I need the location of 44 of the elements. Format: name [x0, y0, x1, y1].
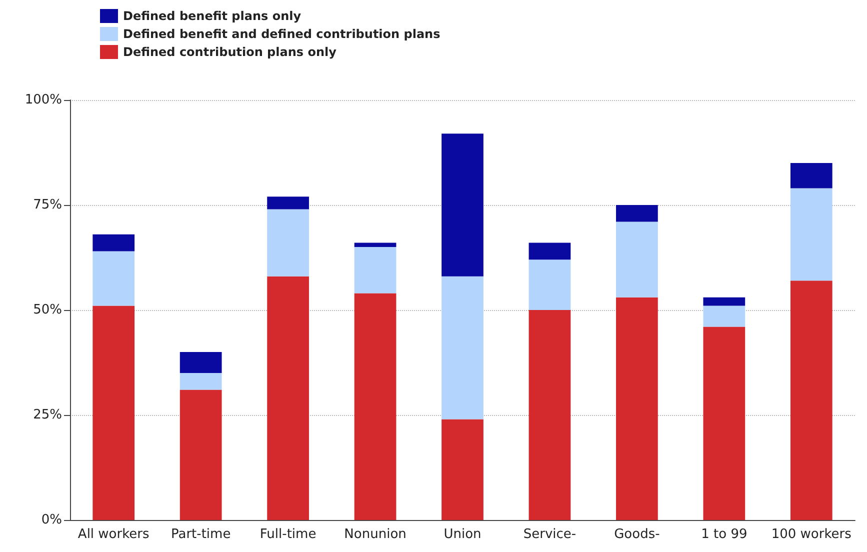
y-tick-label: 50%: [33, 302, 62, 318]
bar: [92, 306, 135, 520]
legend-label: Defined benefit and defined contribution plans: [123, 27, 440, 41]
bar: [790, 163, 832, 188]
bar: [92, 234, 135, 252]
bar: [180, 352, 222, 373]
x-tick-label: Union: [444, 527, 482, 542]
x-tick-label: Part-time: [170, 527, 231, 542]
x-tick-label: Full-time: [260, 527, 316, 542]
x-tick-label: 1 to 99: [701, 527, 748, 542]
y-tick-label: 100%: [24, 92, 62, 108]
x-tick-label: Service-: [523, 527, 576, 542]
bar: [442, 419, 484, 520]
bar: [790, 280, 832, 520]
bar: [616, 205, 658, 222]
bar: [267, 276, 309, 520]
bar: [616, 222, 658, 298]
x-tick-label: 100 workers: [771, 527, 852, 542]
bar: [703, 326, 746, 520]
legend-label: Defined benefit plans only: [123, 9, 302, 23]
legend-label: Defined contribution plans only: [123, 45, 337, 59]
bar: [703, 306, 746, 327]
y-tick-label: 75%: [33, 198, 62, 212]
bar: [442, 134, 484, 276]
bar: [180, 390, 222, 520]
bar: [703, 297, 746, 306]
bar: [528, 310, 571, 520]
bar: [267, 209, 309, 276]
bar: [354, 247, 396, 294]
x-tick-label: All workers: [78, 527, 150, 542]
bar: [528, 260, 571, 310]
bar: [180, 373, 222, 390]
bar: [528, 242, 571, 260]
x-tick-label: Nonunion: [344, 527, 406, 542]
bar: [616, 297, 658, 520]
bar: [354, 242, 396, 247]
bar: [354, 293, 396, 520]
bar: [267, 196, 309, 210]
x-tick-label: Goods-: [614, 527, 660, 542]
y-tick-label: 0%: [41, 512, 62, 528]
y-tick-label: 25%: [33, 408, 62, 422]
bar: [790, 188, 832, 281]
bar: [442, 276, 484, 420]
bar: [92, 251, 135, 306]
